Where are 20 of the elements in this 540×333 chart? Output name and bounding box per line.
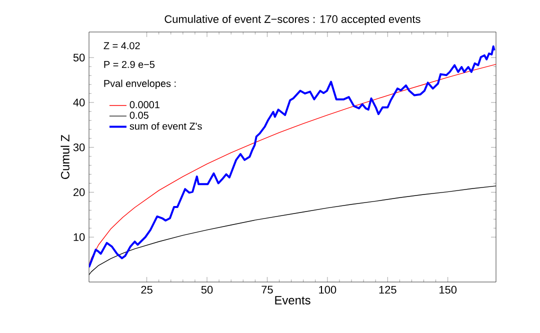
y-tick-label: 40: [73, 98, 85, 106]
y-tick-label: 50: [73, 54, 85, 62]
annotation: Pval envelopes :: [104, 80, 176, 89]
y-tick-label: 10: [74, 233, 85, 241]
x-tick-label: 50: [201, 286, 213, 294]
x-tick-label: 150: [440, 286, 457, 294]
legend-label: 0.0001: [130, 101, 160, 108]
legend-label: 0.05: [130, 112, 148, 119]
x-axis-title: Events: [275, 296, 310, 304]
annotation: P = 2.9 e−5: [104, 60, 155, 68]
annotation: Z = 4.02: [104, 42, 140, 50]
legend-label: sum of event Z's: [130, 122, 202, 130]
x-tick-label: 75: [262, 286, 273, 294]
y-tick-label: 20: [74, 188, 85, 196]
chart-title: Cumulative of event Z−scores : 170 accepted events: [164, 14, 420, 26]
y-axis-title: Cumul Z: [60, 134, 70, 179]
y-tick-label: 30: [73, 143, 85, 152]
x-tick-label: 100: [319, 286, 336, 294]
x-tick-label: 125: [379, 286, 396, 294]
x-tick-label: 25: [141, 286, 152, 294]
